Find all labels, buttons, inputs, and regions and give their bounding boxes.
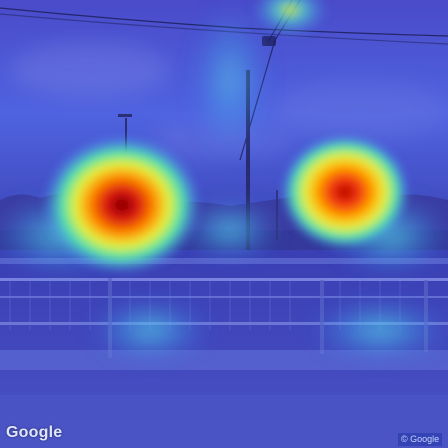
google-logo: Google [6,424,63,441]
distant-post [276,190,278,240]
utility-pole [246,70,250,250]
curb-line [0,258,448,264]
pavement [0,395,448,448]
sidewalk-band [0,350,448,370]
heatmap-top-glow [250,0,330,38]
copyright-notice: © Google [398,433,443,446]
heatmap-hotspot-right [280,134,410,250]
heatmap-hotspot-left [42,135,202,275]
